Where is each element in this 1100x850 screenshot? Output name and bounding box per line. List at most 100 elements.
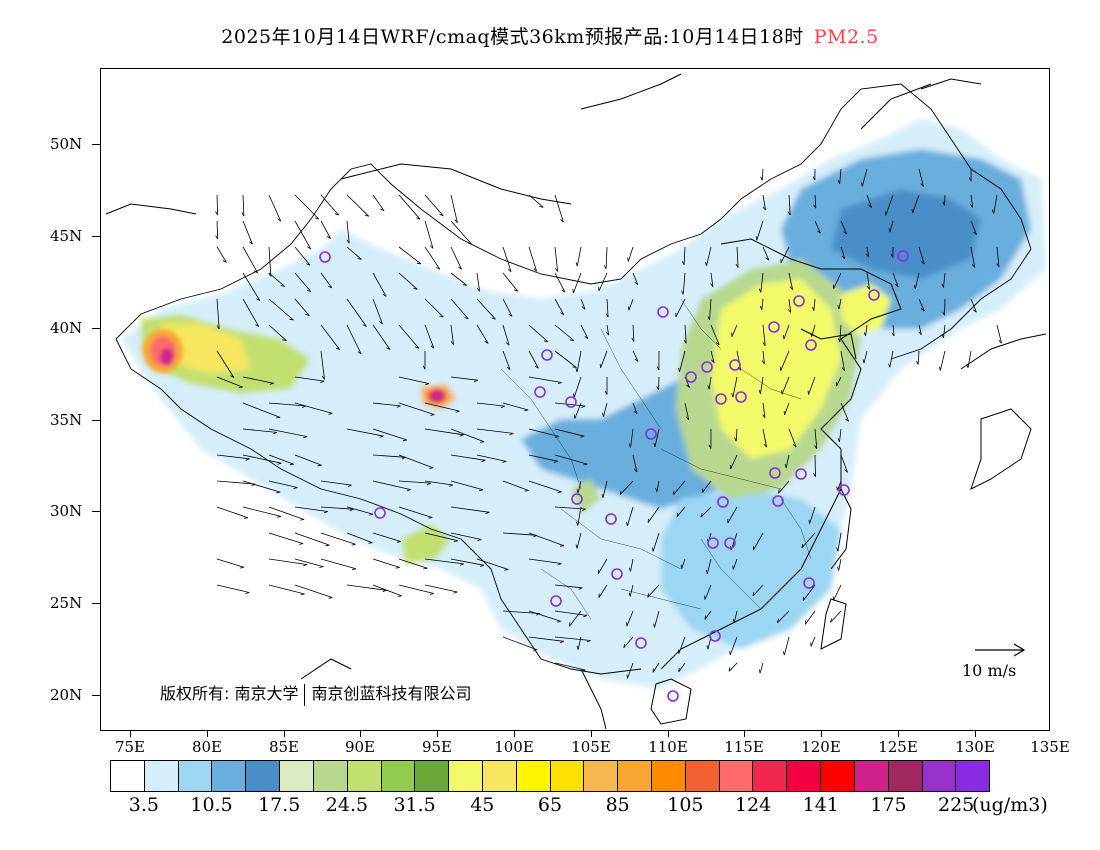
wind-arrowhead xyxy=(581,306,586,310)
wind-arrowhead xyxy=(569,339,574,341)
wind-vector xyxy=(801,532,816,549)
wind-vector xyxy=(679,350,686,373)
lat-tick xyxy=(92,603,100,604)
wind-arrowhead xyxy=(710,283,714,287)
wind-arrowhead xyxy=(576,489,579,494)
wind-arrowhead xyxy=(559,545,565,547)
wind-arrowhead xyxy=(762,414,766,418)
wind-arrowhead xyxy=(792,444,797,448)
wind-reference-label: 10 m/s xyxy=(962,661,1017,680)
lon-tick xyxy=(207,731,208,737)
wind-vector xyxy=(268,272,285,287)
wind-vector xyxy=(554,324,575,341)
wind-arrowhead xyxy=(314,217,319,220)
wind-vector xyxy=(728,662,738,672)
wind-vector xyxy=(627,246,634,262)
wind-vector xyxy=(944,194,946,206)
wind-vector xyxy=(502,272,519,292)
wind-arrowhead xyxy=(814,445,818,450)
wind-arrowhead xyxy=(973,231,977,236)
wind-vector xyxy=(914,272,920,289)
wind-vector xyxy=(918,246,925,265)
wind-arrowhead xyxy=(581,508,586,512)
colorbar-cell xyxy=(449,761,483,791)
wind-vector xyxy=(268,454,294,465)
wind-arrowhead xyxy=(479,564,485,567)
wind-arrowhead xyxy=(729,650,731,655)
wind-vector xyxy=(268,246,272,277)
wind-arrowhead xyxy=(777,618,779,623)
lon-tick xyxy=(821,731,822,737)
wind-arrowhead xyxy=(473,379,478,383)
wind-vector xyxy=(632,350,639,362)
wind-vector xyxy=(424,558,464,565)
wind-vector xyxy=(889,220,894,233)
wind-vector xyxy=(268,506,305,520)
wind-arrowhead xyxy=(479,489,484,492)
wind-vector xyxy=(943,324,946,338)
wind-vector xyxy=(762,428,767,448)
colorbar-tick-label: 175 xyxy=(870,794,907,816)
lon-label-80e: 80E xyxy=(191,738,223,756)
wind-arrowhead xyxy=(406,489,411,492)
wind-vector xyxy=(647,584,660,598)
wind-arrowhead xyxy=(305,313,310,316)
wind-vector xyxy=(632,324,635,342)
lon-tick xyxy=(514,731,515,737)
wind-vector xyxy=(784,402,790,415)
china-border xyxy=(115,83,1032,675)
wind-arrowhead xyxy=(439,214,444,217)
wind-arrowhead xyxy=(439,315,444,318)
wind-arrowhead xyxy=(243,517,248,519)
wind-arrowhead xyxy=(759,305,763,310)
wind-vector xyxy=(600,350,608,368)
wind-vector xyxy=(216,454,250,460)
wind-vector xyxy=(993,194,998,214)
wind-arrowhead xyxy=(920,308,925,312)
wind-vector xyxy=(866,246,870,258)
wind-vector xyxy=(632,272,639,285)
wind-arrowhead xyxy=(386,347,391,350)
station-marker-icon xyxy=(605,513,617,525)
wind-arrowhead xyxy=(436,266,440,270)
wind-vector xyxy=(710,272,714,287)
wind-vector xyxy=(970,220,977,235)
wind-arrowhead xyxy=(303,564,308,567)
wind-vector xyxy=(528,454,558,462)
wind-arrowhead xyxy=(584,336,589,340)
wind-arrowhead xyxy=(277,462,282,465)
wind-vector xyxy=(970,298,977,313)
wind-arrowhead xyxy=(631,337,635,342)
wind-arrowhead xyxy=(508,313,513,317)
wind-arrowhead xyxy=(491,317,496,320)
wind-arrowhead xyxy=(837,566,840,571)
wind-vector xyxy=(268,324,287,341)
wind-arrowhead xyxy=(396,541,401,543)
wind-arrowhead xyxy=(836,486,838,491)
wind-vector xyxy=(839,324,842,343)
wind-arrowhead xyxy=(633,410,638,415)
wind-vector xyxy=(996,324,1002,344)
wind-vector xyxy=(346,428,384,437)
wind-vector xyxy=(346,532,373,544)
wind-arrowhead xyxy=(539,206,544,208)
wind-vector xyxy=(602,480,608,498)
wind-arrowhead xyxy=(778,489,780,494)
wind-arrowhead xyxy=(913,284,916,290)
wind-arrowhead xyxy=(459,434,464,437)
lon-tick xyxy=(898,731,899,737)
lat-tick xyxy=(92,511,100,512)
lon-label-130e: 130E xyxy=(955,738,995,756)
wind-arrowhead xyxy=(783,410,785,415)
wind-arrowhead xyxy=(752,592,755,597)
copyright-note: 版权所有: 南京大学 南京创蓝科技有限公司 xyxy=(160,680,472,706)
colorbar-tick-label: 24.5 xyxy=(325,794,369,816)
wind-arrowhead xyxy=(705,569,708,574)
wind-arrowhead xyxy=(357,258,362,260)
wind-arrowhead xyxy=(678,367,680,372)
wind-vector xyxy=(700,506,712,518)
colorbar-cell xyxy=(652,761,686,791)
wind-vector xyxy=(777,610,790,624)
colorbar-cell xyxy=(381,761,416,791)
wind-arrowhead xyxy=(921,261,925,265)
